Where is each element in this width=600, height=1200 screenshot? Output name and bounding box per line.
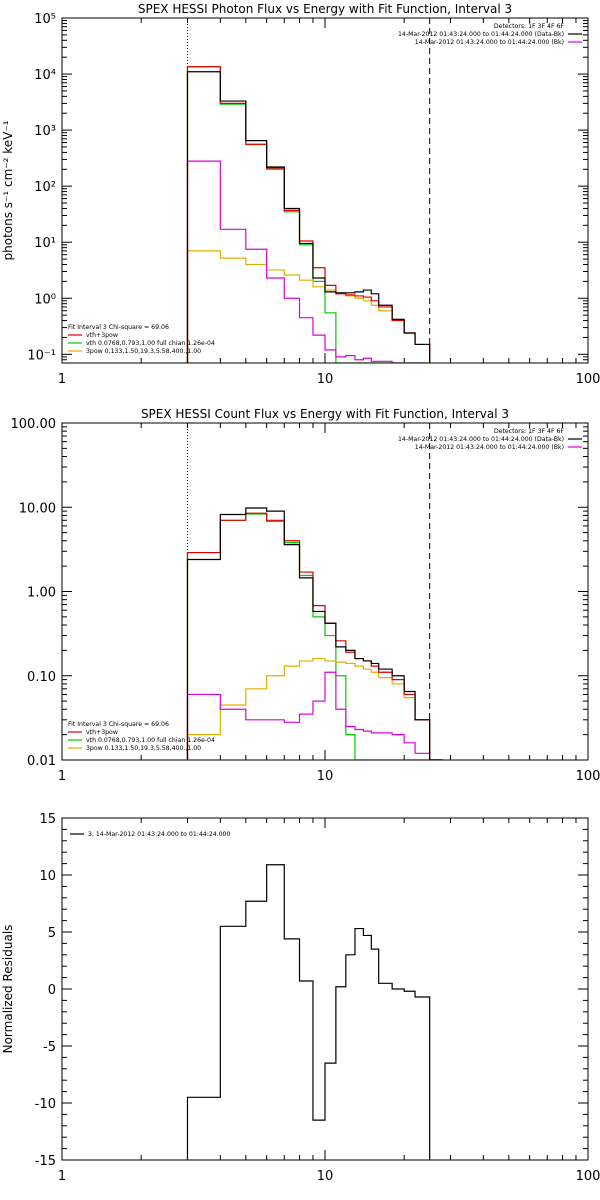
legend-top-left: 3, 14-Mar-2012 01:43:24.000 to 01:44:24.… [70,831,231,838]
y-tick-label: 1.00 [27,586,56,601]
x-tick-label: 1 [58,1169,66,1184]
y-tick-label: 10⁻¹ [27,348,56,363]
chart-panel-2: SPEX HESSI Count Flux vs Energy with Fit… [11,407,600,784]
legend-entry: 3, 14-Mar-2012 01:43:24.000 to 01:44:24.… [88,831,231,838]
y-tick-label: 10⁵ [34,12,56,27]
y-tick-label: -10 [35,1097,56,1112]
series-vth-3pow [186,66,431,363]
y-tick-label: 0.01 [27,754,56,769]
series-data-bk [186,71,431,363]
y-tick-label: -15 [35,1154,56,1169]
legend-bottom-left: Fit Interval 3 Chi-square = 69.06vth+3po… [68,324,215,355]
legend-entry: Detectors: 1F 3F 4F 6F [494,23,565,30]
legend-entry: Detectors: 1F 3F 4F 6F [494,428,565,435]
series-bk [186,160,430,363]
x-tick-label: 10 [317,1169,334,1184]
series-residual [186,864,431,1160]
y-axis-ticks: 10⁻¹ 10⁰ 10¹ 10² 10³ 10⁴ 10⁵ [27,12,588,364]
x-tick-label: 10 [317,372,334,387]
plot-frame [61,17,589,364]
chart-panel-1: SPEX HESSI Photon Flux vs Energy with Fi… [1,2,600,387]
legend-entry: vth 0.0768,0.793,1.00 full chian 1.26e-0… [86,737,215,744]
plot-frame [61,817,589,1161]
series-bk [186,671,443,760]
y-axis-label: Normalized Residuals [1,925,15,1054]
y-tick-label: 5 [48,926,56,941]
y-tick-label: 0.10 [27,670,56,685]
y-tick-label: 10⁴ [34,68,56,83]
legend-entry: 3pow 0.133,1.50,19.3,5.58,400.,1.00 [86,348,201,355]
y-tick-label: 100.00 [11,417,57,432]
x-tick-label: 10 [317,769,334,784]
legend-entry: Fit Interval 3 Chi-square = 69.06 [68,721,169,728]
legend-entry: 14-Mar-2012 01:43:24.000 to 01:44:24.000… [415,39,564,46]
y-tick-label: 10.00 [19,501,56,516]
chart-title: SPEX HESSI Photon Flux vs Energy with Fi… [138,2,512,16]
series-group [186,66,431,363]
legend-entry: vth 0.0768,0.793,1.00 full chian 1.26e-0… [86,340,215,347]
legend-entry: vth+3pow [86,729,118,736]
y-tick-label: 10⁰ [34,292,56,307]
x-tick-label: 1 [58,769,66,784]
y-tick-label: 10 [39,869,56,884]
y-tick-label: -5 [43,1040,56,1055]
legend-entry: Fit Interval 3 Chi-square = 69.06 [68,324,169,331]
legend-entry: 14-Mar-2012 01:43:24.000 to 01:44:24.000… [398,31,564,38]
x-tick-label: 100 [576,1169,600,1184]
chart-panel-3: Normalized Residuals 1 10 100 -15 -10 -5 0 5 10 15… [1,812,600,1184]
legend-bottom-left: Fit Interval 3 Chi-square = 69.06vth+3po… [68,721,215,752]
x-tick-label: 100 [576,372,600,387]
x-tick-label: 1 [58,372,66,387]
series-group [186,507,443,760]
legend-entry: vth+3pow [86,332,118,339]
series-data-bk [186,507,443,760]
y-axis-ticks: 0.01 0.10 1.00 10.00 100.00 [11,417,588,769]
series-group [186,864,431,1160]
y-tick-label: 0 [48,983,56,998]
y-tick-label: 15 [39,812,56,827]
y-axis-label: photons s⁻¹ cm⁻² keV⁻¹ [1,120,15,260]
y-tick-label: 10² [34,180,56,195]
legend-entry: 3pow 0.133,1.50,19.3,5.58,400.,1.00 [86,745,201,752]
x-axis-ticks: 1 10 100 [58,423,600,784]
x-tick-label: 100 [576,769,600,784]
y-tick-label: 10³ [34,124,56,139]
legend-entry: 14-Mar-2012 01:43:24.000 to 01:44:24.000… [398,436,564,443]
plot-frame [61,422,589,761]
x-axis-ticks: 1 10 100 [58,818,600,1184]
y-tick-label: 10¹ [34,236,56,251]
legend-entry: 14-Mar-2012 01:43:24.000 to 01:44:24.000… [415,444,564,451]
chart-title: SPEX HESSI Count Flux vs Energy with Fit… [141,407,509,421]
